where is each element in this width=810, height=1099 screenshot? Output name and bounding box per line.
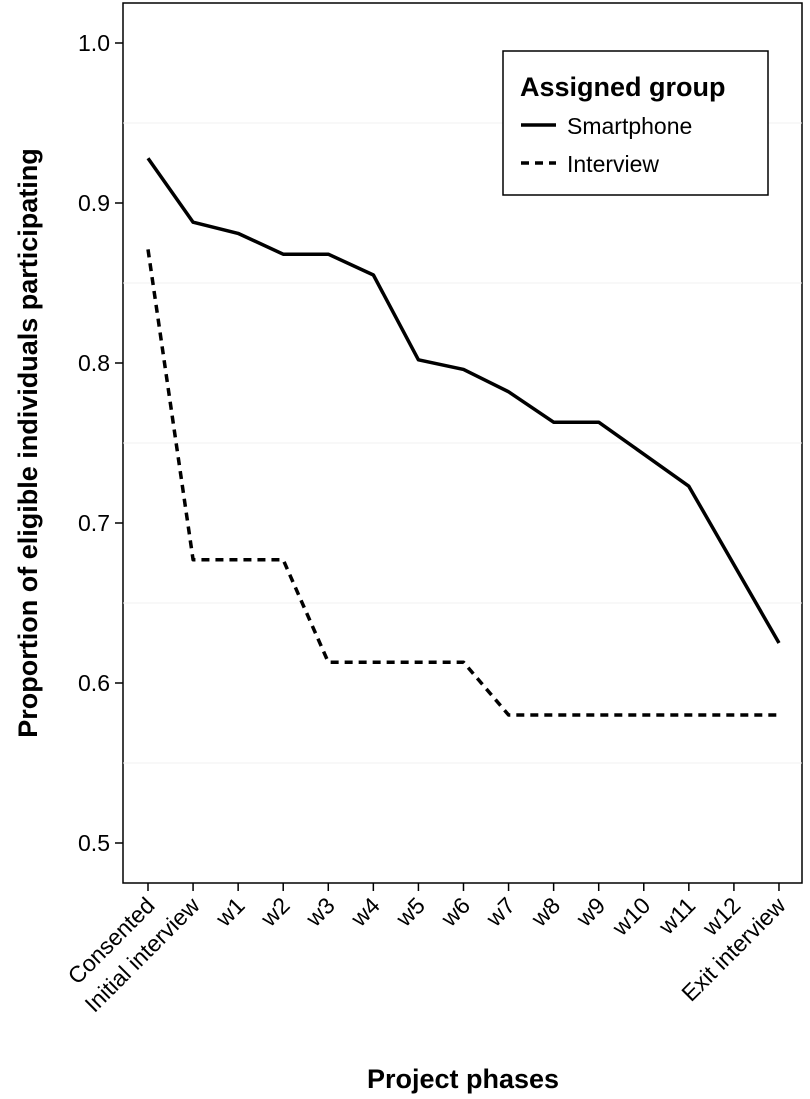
legend-label-smartphone: Smartphone — [567, 113, 692, 139]
y-tick-label-1: 0.6 — [78, 670, 110, 696]
grid-layer — [123, 122, 802, 764]
y-tick-label-0: 0.5 — [78, 830, 110, 856]
legend-box — [502, 50, 769, 196]
legend: Assigned group Smartphone Interview — [502, 50, 769, 196]
x-tick-label-6: w5 — [390, 892, 430, 932]
series-line-smartphone — [146, 157, 781, 644]
y-axis: 0.5 0.6 0.7 0.8 0.9 1.0 — [78, 30, 123, 856]
y-axis-title: Proportion of eligible individuals parti… — [13, 148, 43, 738]
x-tick-label-3: w2 — [255, 892, 295, 932]
x-tick-label-10: w9 — [570, 892, 610, 932]
x-tick-label-12: w11 — [653, 892, 701, 940]
x-tick-label-7: w6 — [435, 892, 475, 932]
x-tick-label-5: w4 — [345, 892, 385, 932]
legend-title: Assigned group — [520, 72, 726, 102]
x-tick-label-2: w1 — [210, 892, 250, 932]
series-layer — [146, 157, 781, 717]
series-line-interview — [146, 249, 779, 717]
x-tick-label-4: w3 — [300, 892, 340, 932]
y-tick-label-2: 0.7 — [78, 510, 110, 536]
y-tick-label-3: 0.8 — [78, 350, 110, 376]
legend-label-interview: Interview — [567, 151, 659, 177]
y-tick-label-4: 0.9 — [78, 190, 110, 216]
y-tick-label-5: 1.0 — [78, 30, 110, 56]
x-tick-label-11: w10 — [606, 892, 655, 941]
x-axis-title: Project phases — [367, 1064, 559, 1094]
x-tick-label-8: w7 — [480, 892, 520, 932]
x-tick-label-9: w8 — [525, 892, 565, 932]
